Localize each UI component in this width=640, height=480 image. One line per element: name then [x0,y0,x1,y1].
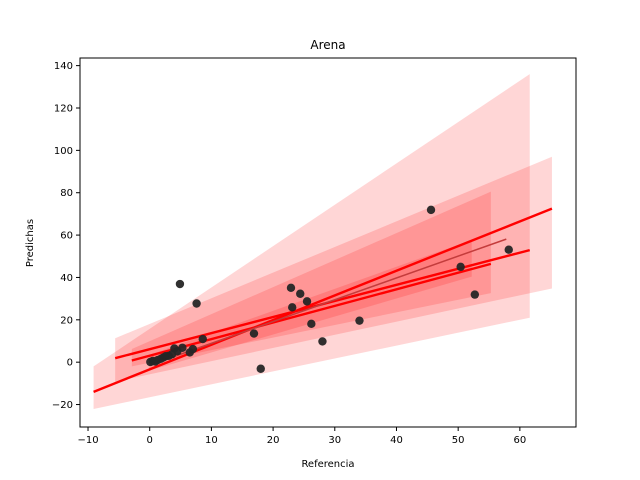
data-point-24 [307,319,316,329]
y-tick-label-1: −20 [52,400,73,411]
y-tick-label-9: 140 [54,61,73,72]
data-point-12 [175,279,185,289]
y-tick-label-8: 120 [54,103,73,114]
x-tick-label-3: 10 [205,435,218,446]
data-point-27 [426,205,436,215]
x-tick-label-7: 50 [452,435,465,446]
chart-title: Arena [310,38,345,52]
data-point-28 [456,262,465,272]
confidence-band-3 [131,191,491,367]
y-axis-label: Predichas [25,219,36,267]
y-tick-label-2: 0 [67,358,73,369]
data-point-21 [288,303,297,312]
confidence-band-1 [93,74,530,409]
y-tick-label-3: 20 [60,315,73,326]
data-point-17 [198,334,207,344]
x-tick-label-8: 60 [513,435,526,446]
data-point-15 [188,344,198,354]
x-axis-ticks: −10 0 10 20 30 40 50 60 [77,427,526,446]
x-tick-label-1: −10 [77,435,98,446]
data-point-19 [256,364,265,373]
regression-line-4 [148,238,507,367]
data-point-16 [192,299,201,308]
data-point-22 [296,289,305,298]
data-point-13 [178,343,187,352]
data-point-25 [318,337,327,346]
data-point-30 [504,245,513,254]
data-point-23 [302,297,312,306]
x-tick-label-2: 0 [147,435,153,446]
data-point-26 [355,316,364,325]
y-tick-label-7: 100 [54,146,73,157]
x-tick-label-6: 40 [390,435,403,446]
data-point-20 [286,283,296,293]
confidence-bands [93,74,552,409]
data-points [146,205,513,373]
y-tick-label-5: 60 [60,231,73,242]
data-point-29 [470,290,480,299]
y-tick-label-4: 40 [60,273,73,284]
y-axis-ticks: −20 0 20 40 60 80 100 120 140 [52,61,80,411]
regression-line-3 [131,262,492,362]
x-tick-label-5: 30 [328,435,341,446]
x-axis-label: Referencia [301,459,354,470]
y-tick-label-6: 80 [60,188,73,199]
regression-line-1 [93,207,553,393]
confidence-band-2 [115,156,552,382]
plot-frame [79,57,577,428]
x-tick-label-4: 20 [267,435,280,446]
data-point-18 [249,329,259,338]
